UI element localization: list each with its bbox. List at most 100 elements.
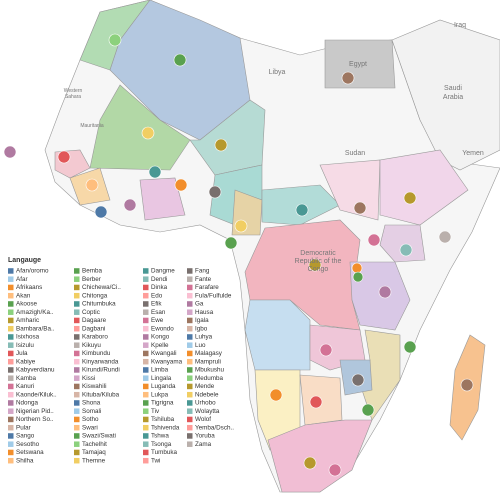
legend-label: Swazi/Swati xyxy=(82,433,116,440)
legend-swatch xyxy=(187,383,193,390)
place-label: Yemen xyxy=(462,150,484,157)
legend-label: Coptic xyxy=(82,309,100,316)
place-label: Arabia xyxy=(443,94,463,101)
legend-label: Medumba xyxy=(195,375,223,382)
legend-label: Dinka xyxy=(151,284,168,291)
legend-swatch xyxy=(74,367,80,373)
legend-label: Akoose xyxy=(16,301,38,308)
legend-swatch xyxy=(74,457,80,464)
legend-swatch xyxy=(143,383,149,390)
legend-swatch xyxy=(8,391,14,398)
legend-swatch xyxy=(143,416,149,423)
place-label: Republic of the xyxy=(295,258,342,265)
legend-swatch xyxy=(143,367,149,373)
legend-swatch xyxy=(74,375,80,381)
legend-label: Tigrigna xyxy=(151,400,174,407)
land xyxy=(44,0,500,493)
legend-swatch xyxy=(74,276,80,282)
legend-swatch xyxy=(187,309,193,315)
legend-label: Tamajaq xyxy=(82,449,106,456)
legend-swatch xyxy=(187,367,193,373)
legend-label: Igala xyxy=(195,317,209,324)
legend-label: Kanuri xyxy=(16,383,34,390)
legend-swatch xyxy=(143,457,149,464)
legend-label: Tshwa xyxy=(151,433,169,440)
legend-label: Kikuyu xyxy=(82,342,101,349)
legend-label: Shona xyxy=(82,400,101,407)
legend-label: Hausa xyxy=(195,309,214,316)
legend-label: Ewondo xyxy=(151,325,174,332)
legend-label: Dangme xyxy=(151,268,175,275)
legend-swatch xyxy=(143,325,149,332)
legend-swatch xyxy=(8,268,14,274)
legend-swatch xyxy=(143,408,149,414)
legend-swatch xyxy=(187,391,193,398)
legend-label: Kongo xyxy=(151,334,170,341)
legend-swatch xyxy=(143,375,149,381)
place-label: Congo xyxy=(308,266,329,273)
legend-label: Afan/oromo xyxy=(16,268,49,275)
legend-swatch xyxy=(74,309,80,315)
legend-swatch xyxy=(8,449,14,456)
legend-swatch xyxy=(8,416,14,423)
legend-swatch xyxy=(8,342,14,348)
legend-label: Lukpa xyxy=(151,391,169,398)
place-labels: Iraq Libya Egypt Saudi Arabia Sudan Yeme… xyxy=(64,22,484,273)
legend-swatch xyxy=(187,284,193,291)
legend-swatch xyxy=(143,441,149,447)
legend-swatch xyxy=(143,400,149,406)
legend-label: Berber xyxy=(82,276,101,283)
legend-label: Sango xyxy=(16,433,35,440)
legend-label: Bemba xyxy=(82,268,102,275)
legend-label: Sotho xyxy=(82,416,99,423)
legend-label: Fang xyxy=(195,268,210,275)
legend-swatch xyxy=(8,317,14,324)
place-label: Democratic xyxy=(300,250,336,257)
legend-label: Twi xyxy=(151,457,160,464)
legend-label: Kwangali xyxy=(151,350,177,357)
legend-swatch xyxy=(143,424,149,431)
legend-swatch xyxy=(8,284,14,291)
legend-label: Ewe xyxy=(151,317,164,324)
legend-label: Kaonde/Kiluk.. xyxy=(16,391,57,398)
legend-swatch xyxy=(143,391,149,398)
legend-swatch xyxy=(187,358,193,365)
legend-swatch xyxy=(187,408,193,414)
legend-swatch xyxy=(187,416,193,423)
legend-label: Kamba xyxy=(16,375,36,382)
legend-swatch xyxy=(187,433,193,439)
legend-label: Ndebele xyxy=(195,391,219,398)
legend-label: Nigerian Pid.. xyxy=(16,408,54,415)
legend-label: Jula xyxy=(16,350,28,357)
legend-swatch xyxy=(8,424,14,431)
legend-label: Tshivenda xyxy=(151,424,180,431)
legend-label: Tshiluba xyxy=(151,416,175,423)
legend-swatch xyxy=(143,358,149,365)
legend-swatch xyxy=(8,325,14,332)
legend-swatch xyxy=(8,276,14,282)
legend-label: Dendi xyxy=(151,276,167,283)
legend-label: Fula/Fulfulde xyxy=(195,292,232,299)
legend-label: Pular xyxy=(16,424,31,431)
legend-swatch xyxy=(187,424,193,431)
legend-swatch xyxy=(8,400,14,406)
legend-label: Bambara/Ba.. xyxy=(16,325,55,332)
legend-swatch xyxy=(74,350,80,357)
legend-label: Swari xyxy=(82,424,98,431)
legend-swatch xyxy=(187,334,193,340)
legend-swatch xyxy=(143,292,149,299)
legend-swatch xyxy=(8,292,14,299)
legend-label: Kabyverdianu xyxy=(16,367,55,374)
legend-label: Tiv xyxy=(151,408,160,415)
legend-label: Ndonga xyxy=(16,400,39,407)
legend-label: Farafare xyxy=(195,284,219,291)
legend-swatch xyxy=(74,317,80,324)
legend-label: Amazigh/Ka.. xyxy=(16,309,54,316)
legend-swatch xyxy=(74,400,80,406)
legend-swatch xyxy=(143,317,149,324)
legend-swatch xyxy=(8,433,14,439)
legend-label: Luhya xyxy=(195,334,213,341)
place-label: Sudan xyxy=(345,150,365,157)
legend-label: Yemba/Dsch.. xyxy=(195,424,234,431)
